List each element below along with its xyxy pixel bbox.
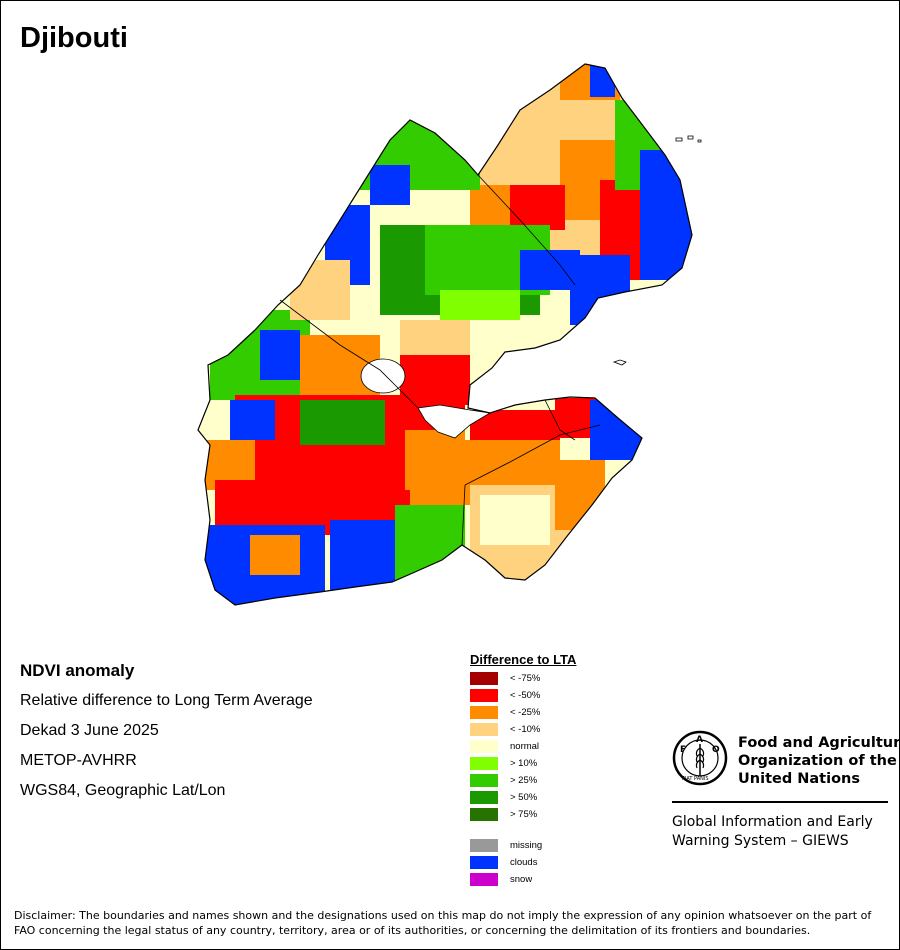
legend-title: Difference to LTA bbox=[470, 652, 577, 667]
info-description: Relative difference to Long Term Average bbox=[20, 692, 313, 709]
info-sensor: METOP-AVHRR bbox=[20, 752, 137, 769]
region-gt25-south bbox=[395, 505, 465, 580]
legend-item: clouds bbox=[470, 855, 576, 872]
legend-label: clouds bbox=[510, 857, 538, 868]
legend-label: snow bbox=[510, 874, 533, 885]
fao-org-name: Food and Agriculture Organization of the… bbox=[738, 734, 900, 788]
legend-item: < -75% bbox=[470, 671, 576, 688]
legend-label: > 75% bbox=[510, 809, 538, 820]
region-clouds-se bbox=[590, 400, 645, 460]
legend-item: missing bbox=[470, 838, 576, 855]
region-gt50-sw-block bbox=[300, 400, 385, 445]
legend-swatch bbox=[470, 706, 498, 719]
fao-divider bbox=[672, 801, 888, 803]
legend-label: > 50% bbox=[510, 792, 538, 803]
disclaimer: Disclaimer: The boundaries and names sho… bbox=[14, 909, 872, 937]
fao-name-line3: United Nations bbox=[738, 771, 860, 787]
fao-emblem-icon: F A O FIAT PANIS bbox=[672, 730, 728, 786]
giews-label: Global Information and Early Warning Sys… bbox=[672, 813, 888, 851]
legend-label: normal bbox=[510, 741, 540, 752]
country-border bbox=[197, 63, 693, 606]
legend-item: > 10% bbox=[470, 756, 576, 773]
ndvi-anomaly-map bbox=[197, 63, 702, 606]
legend-item: snow bbox=[470, 872, 576, 889]
legend-gap bbox=[470, 824, 576, 838]
legend-item: < -50% bbox=[470, 688, 576, 705]
legend-swatch bbox=[470, 873, 498, 886]
legend-swatch bbox=[470, 774, 498, 787]
region-lt10-west bbox=[290, 260, 350, 320]
legend-label: < -75% bbox=[510, 673, 541, 684]
legend-label: < -10% bbox=[510, 724, 541, 735]
legend-swatch bbox=[470, 808, 498, 821]
legend-item: normal bbox=[470, 739, 576, 756]
region-boundary-south bbox=[461, 484, 466, 546]
region-gt10-center bbox=[440, 290, 520, 320]
legend-swatch bbox=[470, 740, 498, 753]
legend-swatch bbox=[470, 839, 498, 852]
map-title: Djibouti bbox=[20, 22, 128, 54]
gulf-of-tadjourah bbox=[417, 404, 492, 439]
region-lt25-ne3 bbox=[470, 185, 510, 230]
region-clouds-coast bbox=[640, 150, 692, 280]
region-lt25-se bbox=[460, 440, 560, 485]
island-2 bbox=[612, 359, 627, 366]
region-clouds-east2 bbox=[570, 255, 630, 325]
region-clouds-west2 bbox=[230, 400, 275, 440]
legend-items: < -75% < -50% < -25% < -10% normal > 10% > 25%… bbox=[470, 671, 576, 824]
legend-label: > 10% bbox=[510, 758, 538, 769]
legend-label: > 25% bbox=[510, 775, 538, 786]
legend-label: < -50% bbox=[510, 690, 541, 701]
giews-line1: Global Information and Early bbox=[672, 814, 873, 830]
legend-item: > 50% bbox=[470, 790, 576, 807]
region-normal-se bbox=[480, 495, 550, 545]
legend-swatch bbox=[470, 672, 498, 685]
region-boundary-tadjourah-obock bbox=[477, 174, 576, 286]
legend-swatch bbox=[470, 791, 498, 804]
fao-name-line1: Food and Agriculture bbox=[738, 735, 900, 751]
legend-item: > 75% bbox=[470, 807, 576, 824]
legend-label: missing bbox=[510, 840, 543, 851]
info-product: NDVI anomaly bbox=[20, 661, 135, 680]
svg-text:O: O bbox=[712, 745, 720, 755]
fao-emblem-text: F bbox=[680, 745, 686, 755]
region-lt50-sw3 bbox=[215, 480, 335, 530]
island-1 bbox=[675, 135, 702, 143]
region-lt50-ne bbox=[505, 185, 565, 230]
legend-other-items: missing clouds snow bbox=[470, 838, 576, 889]
region-lt10-mid bbox=[400, 320, 470, 355]
info-period: Dekad 3 June 2025 bbox=[20, 722, 159, 739]
fao-name-line2: Organization of the bbox=[738, 753, 897, 769]
legend-swatch bbox=[470, 757, 498, 770]
legend: Difference to LTA < -75% < -50% < -25% < -1… bbox=[470, 652, 576, 889]
region-boundary-west bbox=[279, 299, 419, 409]
legend-swatch bbox=[470, 689, 498, 702]
map-info: NDVI anomaly Relative difference to Long… bbox=[20, 656, 313, 806]
fao-motto: FIAT PANIS bbox=[682, 776, 709, 782]
region-clouds-west bbox=[260, 330, 300, 380]
legend-item: < -25% bbox=[470, 705, 576, 722]
legend-item: < -10% bbox=[470, 722, 576, 739]
legend-label: < -25% bbox=[510, 707, 541, 718]
legend-swatch bbox=[470, 723, 498, 736]
legend-item: > 25% bbox=[470, 773, 576, 790]
region-boundary-dikhil-arta bbox=[464, 424, 601, 486]
region-lt25-sw4 bbox=[250, 535, 300, 575]
svg-text:A: A bbox=[696, 735, 703, 745]
region-clouds-north1 bbox=[370, 165, 410, 205]
legend-swatch bbox=[470, 856, 498, 869]
giews-line2: Warning System – GIEWS bbox=[672, 833, 849, 849]
info-projection: WGS84, Geographic Lat/Lon bbox=[20, 782, 226, 799]
region-boundary-djibouti-city bbox=[544, 399, 576, 441]
